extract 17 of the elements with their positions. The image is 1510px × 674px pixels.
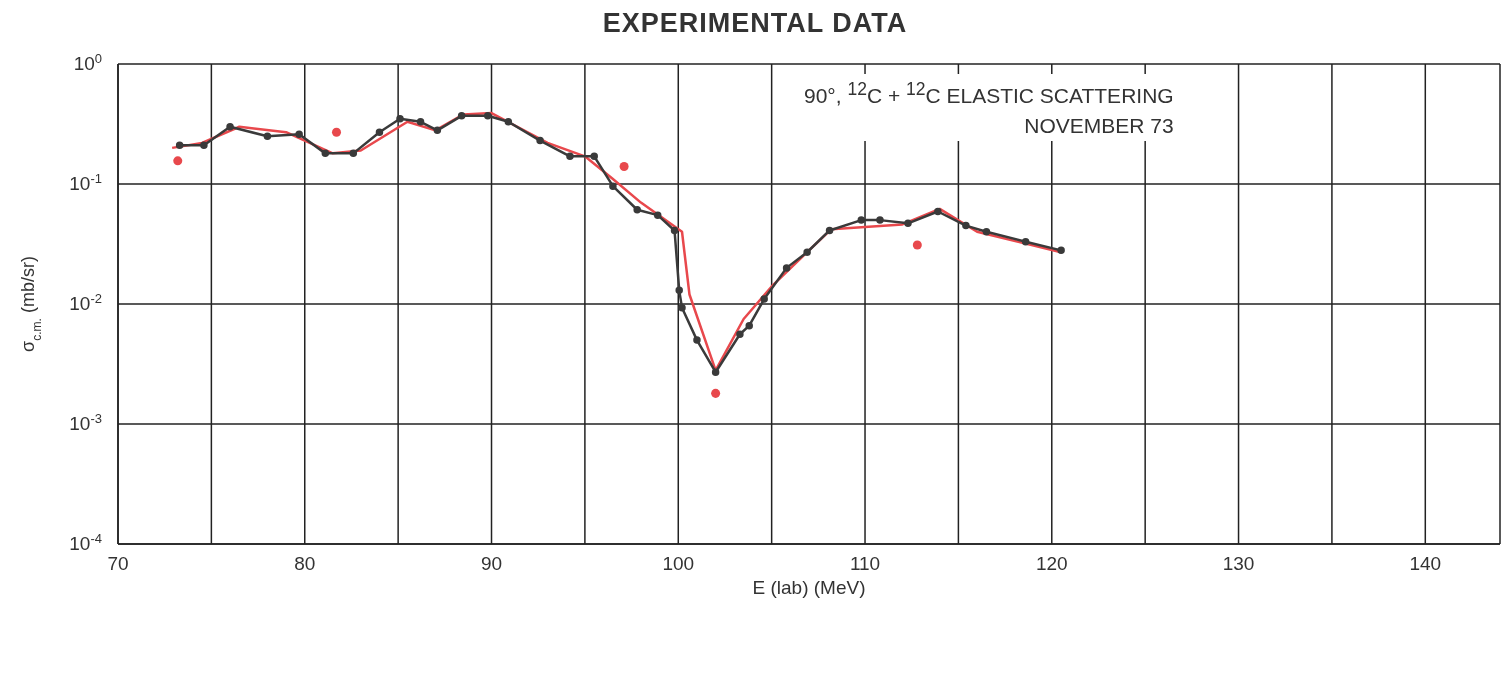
y-tick-label: 10$^{0}$ bbox=[73, 50, 102, 74]
annotation: NOVEMBER 73 bbox=[1023, 113, 1174, 139]
annotation: 90°, $^{12}$C + $^{12}$C ELASTIC SCATTERING bbox=[804, 78, 1174, 109]
y-tick-label: 10$^{-3}$ bbox=[69, 410, 102, 434]
x-tick-label: 90 bbox=[480, 553, 503, 574]
x-tick-label: 70 bbox=[107, 553, 129, 574]
y-tick-label: 10$^{-1}$ bbox=[69, 170, 102, 194]
x-tick-label: 110 bbox=[849, 553, 881, 574]
x-tick-label: 80 bbox=[294, 553, 316, 574]
x-tick-label: 120 bbox=[1035, 553, 1068, 574]
chart-title: EXPERIMENTAL DATA bbox=[601, 8, 909, 40]
x-axis-title: E (lab) (MeV) bbox=[752, 577, 866, 598]
y-tick-label: 10$^{-4}$ bbox=[69, 530, 102, 554]
x-tick-label: 140 bbox=[1409, 553, 1442, 574]
x-tick-label: 100 bbox=[662, 553, 695, 574]
x-tick-label: 130 bbox=[1222, 553, 1255, 574]
y-tick-label: 10$^{-2}$ bbox=[69, 290, 102, 314]
